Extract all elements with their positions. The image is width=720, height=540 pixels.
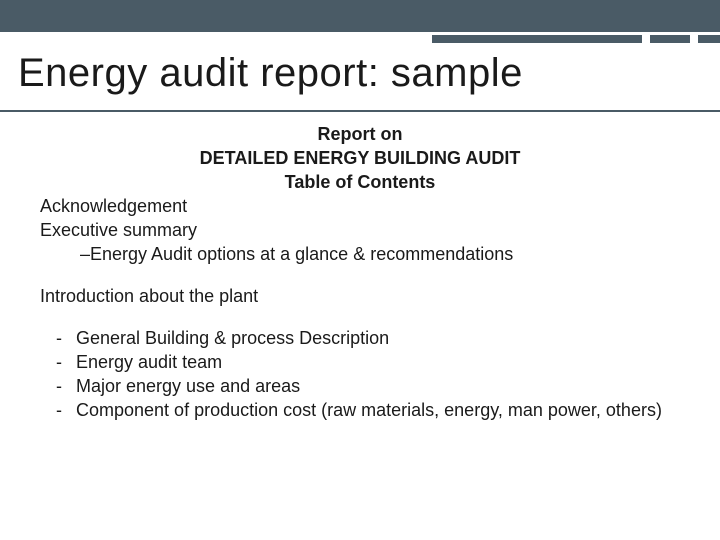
top-bar-main xyxy=(0,0,720,32)
slide: Energy audit report: sample Report on DE… xyxy=(0,0,720,540)
accent-seg-2 xyxy=(650,35,690,43)
executive-summary-line: Executive summary xyxy=(40,218,680,242)
list-item: Component of production cost (raw materi… xyxy=(60,398,680,422)
accent-seg-1 xyxy=(432,35,642,43)
list-item: General Building & process Description xyxy=(60,326,680,350)
toc-line: Table of Contents xyxy=(40,170,680,194)
acknowledgement-line: Acknowledgement xyxy=(40,194,680,218)
intro-bullets: General Building & process Description E… xyxy=(40,326,680,422)
executive-summary-sub-line: –Energy Audit options at a glance & reco… xyxy=(40,242,680,266)
slide-title: Energy audit report: sample xyxy=(0,43,720,110)
slide-body: Report on DETAILED ENERGY BUILDING AUDIT… xyxy=(0,112,720,422)
accent-seg-3 xyxy=(698,35,720,43)
accent-gap-2 xyxy=(690,35,698,43)
list-item: Energy audit team xyxy=(60,350,680,374)
accent-gap-1 xyxy=(642,35,650,43)
report-on-line: Report on xyxy=(40,122,680,146)
report-title-line: DETAILED ENERGY BUILDING AUDIT xyxy=(40,146,680,170)
slide-top-decoration xyxy=(0,0,720,43)
list-item: Major energy use and areas xyxy=(60,374,680,398)
top-bar-accent-row xyxy=(0,35,720,43)
introduction-line: Introduction about the plant xyxy=(40,284,680,308)
